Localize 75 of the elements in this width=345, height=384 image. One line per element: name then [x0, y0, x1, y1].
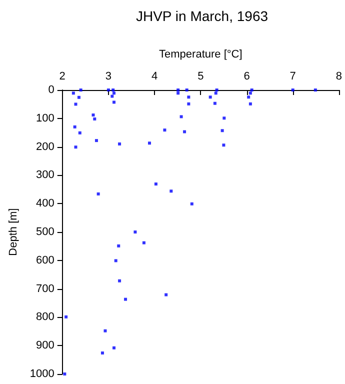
x-tick-label: 3: [105, 70, 112, 82]
point: [164, 293, 168, 296]
point: [222, 116, 226, 120]
point: [112, 88, 115, 92]
y-tick-label: 800: [36, 311, 54, 324]
point: [314, 88, 317, 92]
point: [112, 92, 116, 95]
point: [106, 88, 110, 92]
point: [112, 100, 116, 104]
point: [94, 139, 98, 142]
y-tick-label: 900: [36, 340, 54, 352]
point: [291, 88, 294, 92]
point: [114, 259, 118, 262]
y-tick-label: 600: [36, 254, 54, 266]
y-tick-label: 0: [48, 84, 54, 96]
point: [183, 130, 186, 134]
y-tick-label: 500: [36, 226, 54, 238]
point: [248, 92, 252, 95]
point: [187, 102, 190, 106]
y-tick-label: 400: [36, 198, 54, 210]
point: [93, 117, 96, 120]
x-tick-label: 6: [244, 70, 250, 82]
y-tick-label: 1000: [30, 368, 54, 380]
y-tick-label: 700: [36, 282, 54, 295]
point: [176, 88, 180, 92]
point: [247, 96, 250, 99]
point: [100, 351, 104, 354]
point: [222, 144, 226, 147]
point: [250, 88, 254, 92]
point: [142, 241, 146, 244]
point: [248, 102, 252, 106]
point: [214, 92, 218, 95]
point: [92, 113, 95, 116]
point: [112, 346, 116, 350]
y-tick-label: 200: [36, 140, 54, 153]
point: [73, 125, 76, 128]
point: [117, 244, 120, 248]
point: [185, 88, 188, 92]
x-tick-label: 7: [290, 70, 296, 82]
point: [72, 92, 75, 95]
x-tick-label: 4: [152, 70, 158, 82]
point: [148, 142, 151, 145]
point: [77, 96, 80, 99]
point: [110, 94, 114, 98]
y-axis-title: Depth [m]: [8, 208, 20, 256]
point: [134, 230, 137, 234]
x-axis-title: Temperature [°C]: [159, 48, 242, 60]
point: [154, 182, 158, 186]
y-tick-label: 300: [36, 169, 54, 182]
point: [104, 329, 107, 332]
point: [64, 315, 68, 318]
x-tick-label: 8: [336, 70, 342, 82]
point: [170, 190, 173, 193]
chart-title: JHVP in March, 1963: [136, 8, 268, 24]
point: [124, 298, 128, 301]
y-tick-label: 100: [36, 112, 54, 124]
x-tick-label: 5: [198, 70, 204, 82]
point: [74, 146, 78, 149]
point: [190, 202, 194, 206]
point: [96, 192, 100, 196]
point: [118, 279, 122, 282]
point: [215, 88, 218, 92]
point: [176, 92, 180, 95]
point: [78, 131, 82, 134]
point: [74, 102, 78, 106]
point: [187, 96, 190, 99]
point: [180, 115, 183, 118]
point: [213, 102, 216, 105]
point: [220, 129, 224, 132]
point: [63, 372, 66, 376]
point: [118, 142, 122, 146]
x-tick-label: 2: [59, 70, 66, 82]
point: [208, 96, 212, 99]
point: [163, 128, 166, 132]
point: [79, 88, 82, 92]
